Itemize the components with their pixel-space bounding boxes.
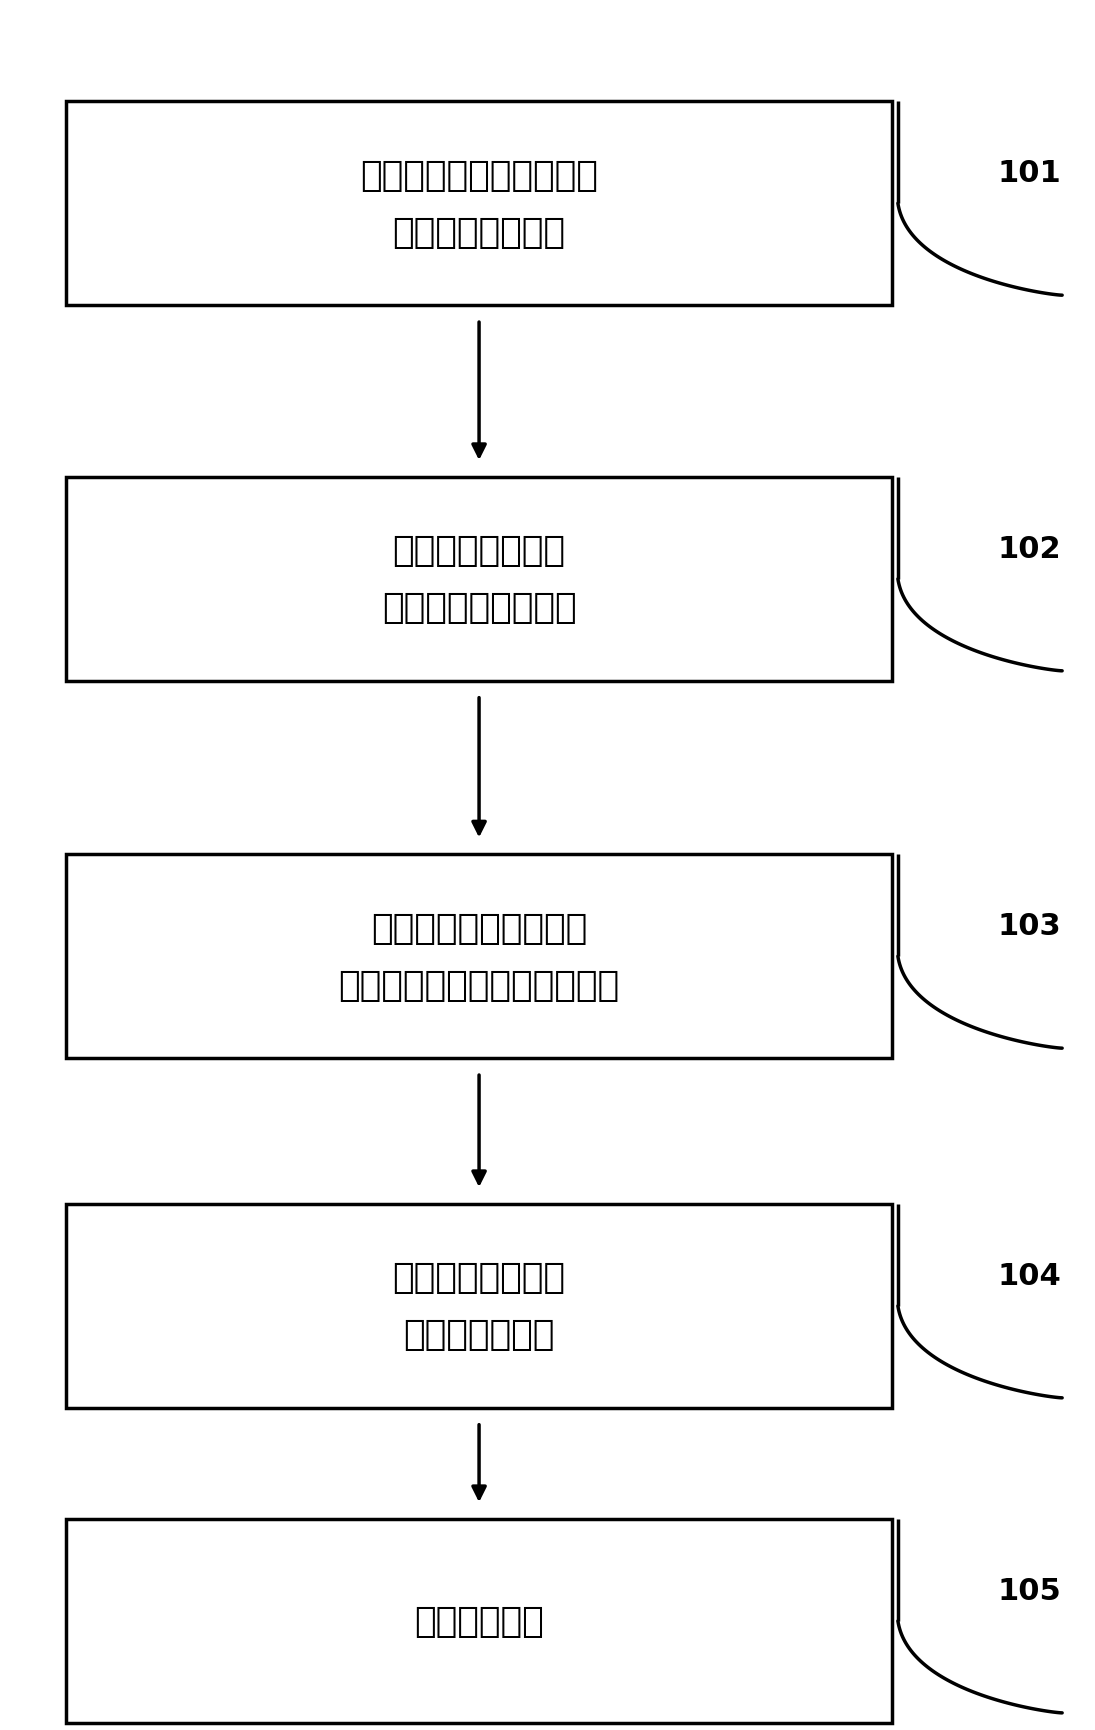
Text: 选型结果输出接口: 选型结果输出接口 — [393, 1261, 565, 1294]
Text: 选型参数输入接口: 选型参数输入接口 — [393, 535, 565, 567]
Text: 提供选型参数输入接口及: 提供选型参数输入接口及 — [360, 159, 598, 192]
Bar — [66, 1204, 892, 1408]
Text: 选择预充电阔: 选择预充电阔 — [414, 1604, 544, 1638]
Bar — [66, 102, 892, 306]
Text: 101: 101 — [998, 159, 1061, 189]
Text: 获取预充电输入参数: 获取预充电输入参数 — [382, 592, 576, 625]
Text: 103: 103 — [998, 912, 1061, 941]
Text: 105: 105 — [998, 1576, 1061, 1605]
Text: 计算出预充电阔的目标电阔值: 计算出预充电阔的目标电阔值 — [338, 969, 620, 1002]
Bar — [66, 855, 892, 1059]
Text: 输出目标电阔值: 输出目标电阔值 — [403, 1318, 555, 1351]
Text: 根据预充电输入参数来: 根据预充电输入参数来 — [371, 912, 587, 945]
Bar — [66, 477, 892, 682]
Text: 104: 104 — [998, 1261, 1061, 1291]
Text: 102: 102 — [998, 535, 1061, 564]
Text: 选型结果输出接口: 选型结果输出接口 — [393, 216, 565, 249]
Bar — [66, 1519, 892, 1723]
